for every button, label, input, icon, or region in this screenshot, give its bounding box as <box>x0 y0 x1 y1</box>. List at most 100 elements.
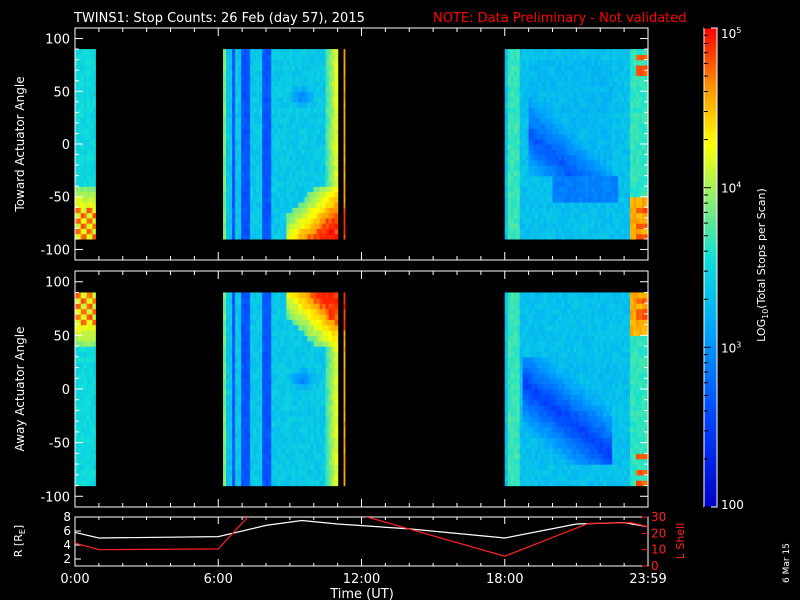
heatmap-cell <box>77 405 82 412</box>
heatmap-cell <box>510 233 515 240</box>
heatmap-cell <box>223 394 227 401</box>
heatmap-cell <box>80 410 85 417</box>
heatmap-cell <box>274 170 278 177</box>
heatmap-cell <box>343 233 346 240</box>
heatmap-cell <box>253 180 257 187</box>
heatmap-cell <box>241 303 245 310</box>
heatmap-cell <box>271 191 275 198</box>
heatmap-cell <box>223 170 227 177</box>
heatmap-cell <box>274 154 278 161</box>
heatmap-cell <box>235 91 239 98</box>
heatmap-cell <box>310 144 315 150</box>
heatmap-cell <box>77 330 82 336</box>
heatmap-cell <box>558 112 563 119</box>
heatmap-cell <box>546 159 551 166</box>
heatmap-cell <box>522 80 527 87</box>
heatmap-cell <box>325 154 330 161</box>
heatmap-cell <box>80 442 85 449</box>
heatmap-cell <box>307 356 312 363</box>
heatmap-cell <box>307 399 312 406</box>
heatmap-cell <box>229 233 233 240</box>
heatmap-cell <box>295 196 300 203</box>
heatmap-cell <box>235 196 239 203</box>
heatmap-cell <box>561 112 566 119</box>
heatmap-cell <box>549 64 554 71</box>
heatmap-cell <box>567 59 571 66</box>
heatmap-cell <box>301 228 306 235</box>
heatmap-cell <box>624 138 628 145</box>
heatmap-cell <box>519 70 524 77</box>
heatmap-cell <box>253 80 257 87</box>
heatmap-cell <box>334 122 339 129</box>
heatmap-cell <box>238 469 242 476</box>
heatmap-cell <box>229 217 233 224</box>
heatmap-cell <box>576 70 580 77</box>
heatmap-cell <box>274 378 278 385</box>
heatmap-cell <box>89 223 93 229</box>
heatmap-cell <box>232 112 236 119</box>
heatmap-cell <box>639 159 643 166</box>
heatmap-cell <box>241 292 245 299</box>
heatmap-cell <box>627 86 631 92</box>
heatmap-cell <box>307 324 312 331</box>
heatmap-cell <box>223 70 227 77</box>
heatmap-cell <box>80 367 85 374</box>
heatmap-cell <box>504 159 509 166</box>
heatmap-cell <box>600 75 604 82</box>
heatmap-cell <box>552 154 557 161</box>
heatmap-cell <box>588 159 592 166</box>
heatmap-cell <box>301 410 306 417</box>
heatmap-cell <box>510 175 515 182</box>
heatmap-cell <box>241 346 245 353</box>
heatmap-cell <box>83 378 88 385</box>
heatmap-cell <box>268 410 272 417</box>
heatmap-cell <box>226 469 230 476</box>
heatmap-cell <box>630 91 634 98</box>
heatmap-cell <box>92 159 96 166</box>
heatmap-cell <box>304 133 309 140</box>
heatmap-cell <box>609 117 613 124</box>
heatmap-cell <box>292 330 297 336</box>
heatmap-cell <box>238 122 242 129</box>
heatmap-cell <box>226 297 230 304</box>
heatmap-cell <box>77 480 82 487</box>
heatmap-cell <box>621 107 625 113</box>
heatmap-cell <box>322 378 327 385</box>
heatmap-cell <box>250 367 254 374</box>
heatmap-cell <box>525 107 530 113</box>
heatmap-cell <box>89 117 93 124</box>
heatmap-cell <box>325 469 330 476</box>
heatmap-cell <box>507 233 512 240</box>
heatmap-cell <box>256 335 260 342</box>
heatmap-cell <box>316 292 321 299</box>
heatmap-cell <box>77 144 82 150</box>
heatmap-cell <box>331 149 336 156</box>
heatmap-cell <box>624 128 628 135</box>
heatmap-cell <box>588 80 592 87</box>
heatmap-cell <box>304 196 309 203</box>
y-tick-label: 50 <box>53 85 70 100</box>
heatmap-cell <box>265 297 269 304</box>
heatmap-cell <box>322 49 327 55</box>
heatmap-cell <box>325 54 330 61</box>
heatmap-cell <box>319 356 324 363</box>
heatmap-cell <box>615 149 619 156</box>
heatmap-cell <box>316 356 321 363</box>
heatmap-cell <box>280 117 284 124</box>
heatmap-cell <box>642 86 646 92</box>
heatmap-cell <box>289 319 293 326</box>
heatmap-cell <box>519 228 524 235</box>
heatmap-cell <box>561 154 566 161</box>
heatmap-cell <box>229 86 233 92</box>
heatmap-cell <box>519 159 524 166</box>
heatmap-cell <box>75 464 79 471</box>
heatmap-cell <box>639 223 643 229</box>
heatmap-cell <box>636 165 640 171</box>
heatmap-cell <box>238 107 242 113</box>
heatmap-cell <box>229 458 233 465</box>
heatmap-cell <box>238 144 242 150</box>
heatmap-cell <box>507 138 512 145</box>
heatmap-cell <box>307 144 312 150</box>
heatmap-cell <box>603 144 607 150</box>
heatmap-cell <box>268 212 272 219</box>
